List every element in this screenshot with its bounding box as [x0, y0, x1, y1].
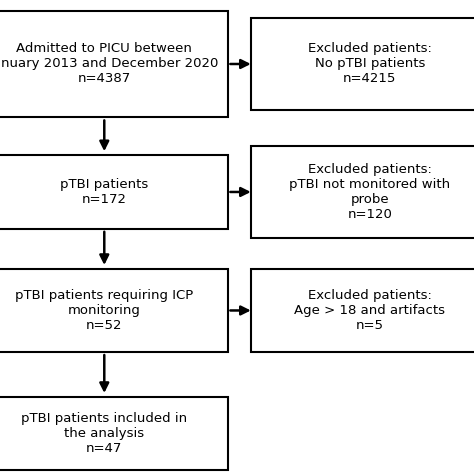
- Text: Admitted to PICU between
January 2013 and December 2020
n=4387: Admitted to PICU between January 2013 an…: [0, 43, 219, 85]
- Text: Excluded patients:
Age > 18 and artifacts
n=5: Excluded patients: Age > 18 and artifact…: [294, 289, 445, 332]
- FancyBboxPatch shape: [251, 18, 474, 110]
- FancyBboxPatch shape: [251, 146, 474, 238]
- FancyBboxPatch shape: [251, 269, 474, 352]
- Text: Excluded patients:
pTBI not monitored with
probe
n=120: Excluded patients: pTBI not monitored wi…: [289, 163, 450, 221]
- Text: pTBI patients
n=172: pTBI patients n=172: [60, 178, 148, 206]
- FancyBboxPatch shape: [0, 155, 228, 229]
- FancyBboxPatch shape: [0, 269, 228, 352]
- FancyBboxPatch shape: [0, 11, 228, 118]
- FancyBboxPatch shape: [0, 397, 228, 470]
- Text: Excluded patients:
No pTBI patients
n=4215: Excluded patients: No pTBI patients n=42…: [308, 43, 432, 85]
- Text: pTBI patients requiring ICP
monitoring
n=52: pTBI patients requiring ICP monitoring n…: [15, 289, 193, 332]
- Text: pTBI patients included in
the analysis
n=47: pTBI patients included in the analysis n…: [21, 412, 187, 455]
